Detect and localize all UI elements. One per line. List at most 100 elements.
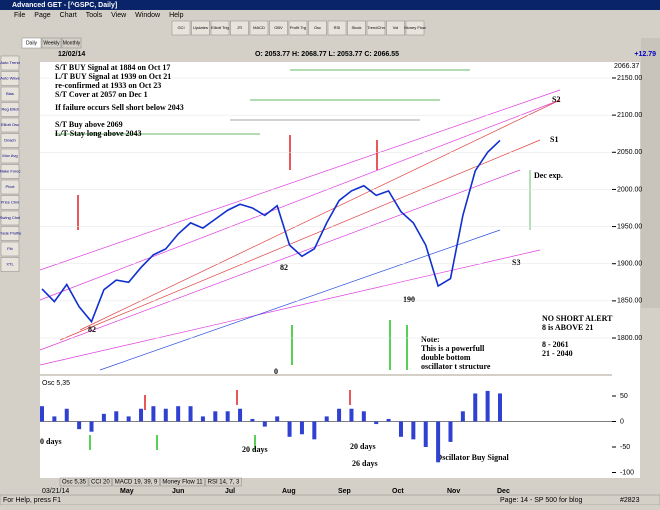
right-toolbox	[641, 38, 660, 308]
osc-bar	[163, 408, 168, 422]
osc-bar	[299, 421, 304, 435]
menu-item[interactable]: View	[111, 12, 127, 19]
toolbox-button[interactable]	[0, 55, 20, 71]
toolbox-label: Pivot	[6, 184, 16, 189]
toolbar-button[interactable]	[288, 20, 308, 36]
menu-item[interactable]: Help	[169, 12, 184, 19]
indicator-tab: CCI 20	[91, 480, 110, 486]
toolbox-button[interactable]	[0, 195, 20, 210]
y-tick-label: 1950.00	[617, 223, 642, 230]
level-label: S1	[550, 135, 558, 144]
level-label: Dec exp.	[534, 171, 563, 180]
osc-bar	[176, 406, 181, 422]
low-label: 82	[88, 325, 96, 334]
osc-bar	[101, 413, 106, 422]
osc-bar	[52, 416, 57, 422]
osc-note: Oscillator Buy Signal	[436, 453, 510, 462]
menu-item[interactable]: File	[14, 12, 25, 19]
toolbar-label: MACD	[253, 25, 265, 30]
window-title: Advanced GET - [^GSPC, Daily]	[12, 1, 117, 9]
toolbar-button[interactable]	[386, 20, 405, 36]
toolbox-button[interactable]	[0, 241, 20, 257]
toolbox-button[interactable]	[0, 210, 20, 226]
osc-bar	[139, 408, 144, 422]
header-date: 12/02/14	[58, 51, 85, 58]
toolbar-button[interactable]	[327, 20, 347, 36]
toolbar-label: Elliott Trig	[211, 25, 229, 30]
toolbox-button[interactable]	[0, 117, 20, 133]
toolbar-button[interactable]	[191, 20, 210, 36]
osc-bar	[349, 408, 354, 422]
period-tab[interactable]	[21, 37, 42, 49]
low-label: 190	[403, 295, 415, 304]
last-price: 2066.37	[614, 63, 639, 70]
toolbox-button[interactable]	[0, 179, 20, 195]
osc-bar	[287, 421, 292, 437]
title-bar	[0, 0, 660, 10]
toolbar-button[interactable]	[249, 20, 269, 36]
osc-bar	[77, 421, 82, 430]
toolbar-button[interactable]	[210, 20, 230, 36]
toolbar-button[interactable]	[171, 20, 191, 36]
osc-bar	[200, 416, 205, 422]
osc-bar	[374, 421, 379, 425]
status-page: Page: 14 - SP 500 for blog	[500, 497, 582, 504]
toolbox-label: Auto Wave	[0, 76, 20, 81]
indicator-tab-box[interactable]	[59, 477, 89, 487]
osc-bar	[423, 421, 428, 447]
x-tick-label: Jul	[225, 488, 235, 495]
price-line	[41, 139, 501, 324]
y-tick-label: 2000.00	[617, 186, 642, 193]
indicator-tab: MACD 19, 39, 9	[115, 480, 158, 486]
osc-title: Osc 5,35	[42, 380, 70, 387]
y-tick-label: 0	[620, 418, 624, 425]
toolbox-label: Bias	[6, 91, 14, 96]
toolbar-button[interactable]	[405, 20, 425, 36]
menu-item[interactable]: Tools	[86, 12, 103, 19]
period-tab[interactable]	[41, 37, 62, 49]
osc-note: 0 days	[40, 437, 62, 446]
menu-item[interactable]: Page	[34, 12, 50, 19]
toolbox-button[interactable]	[0, 148, 20, 164]
toolbox-button[interactable]	[0, 164, 20, 179]
toolbar-label: OBV	[274, 25, 283, 30]
toolbox-button[interactable]	[0, 133, 20, 148]
menu-item[interactable]: Window	[135, 12, 161, 19]
osc-bar	[275, 416, 280, 422]
indicator-tab-box[interactable]	[205, 477, 242, 487]
toolbox-label: Make Forec	[0, 169, 21, 174]
x-tick-label: Sep	[338, 488, 351, 495]
annotation: If failure occurs Sell short below 2043	[55, 103, 184, 112]
osc-bar	[64, 408, 69, 422]
toolbar-label: Updates	[193, 25, 208, 30]
menu-item[interactable]: Chart	[60, 12, 77, 19]
osc-bar	[188, 406, 193, 422]
osc-pane	[40, 376, 612, 478]
indicator-tab-box[interactable]	[160, 477, 205, 487]
toolbox-button[interactable]	[0, 102, 20, 117]
toolbar-label: Stock	[351, 25, 361, 30]
toolbar-button[interactable]	[269, 20, 288, 36]
indicator-tab-box[interactable]	[112, 477, 160, 487]
osc-note: 20 days	[350, 442, 376, 451]
toolbox-label: Elliott Osc	[1, 122, 19, 127]
osc-bar	[398, 421, 403, 437]
toolbox-label: Price Chnl	[1, 200, 20, 205]
osc-bar	[312, 421, 317, 440]
osc-bar	[89, 421, 94, 432]
toolbar-button[interactable]	[347, 20, 366, 36]
toolbox-button[interactable]	[0, 257, 20, 272]
toolbar-label: RSI	[334, 25, 341, 30]
toolbox-button[interactable]	[0, 226, 20, 241]
toolbox-button[interactable]	[0, 71, 20, 86]
toolbar-button[interactable]	[230, 20, 249, 36]
toolbox-button[interactable]	[0, 86, 20, 102]
period-tab[interactable]	[61, 37, 82, 49]
indicator-tab: RSI 14, 7, 3	[208, 480, 240, 486]
toolbar-button[interactable]	[366, 20, 386, 36]
y-tick-label: 2050.00	[617, 149, 642, 156]
note: double bottom	[421, 353, 471, 362]
indicator-tab-box[interactable]	[88, 477, 112, 487]
toolbar-button[interactable]	[308, 20, 327, 36]
annotation: re-confirmed at 1933 on Oct 23	[55, 81, 161, 90]
